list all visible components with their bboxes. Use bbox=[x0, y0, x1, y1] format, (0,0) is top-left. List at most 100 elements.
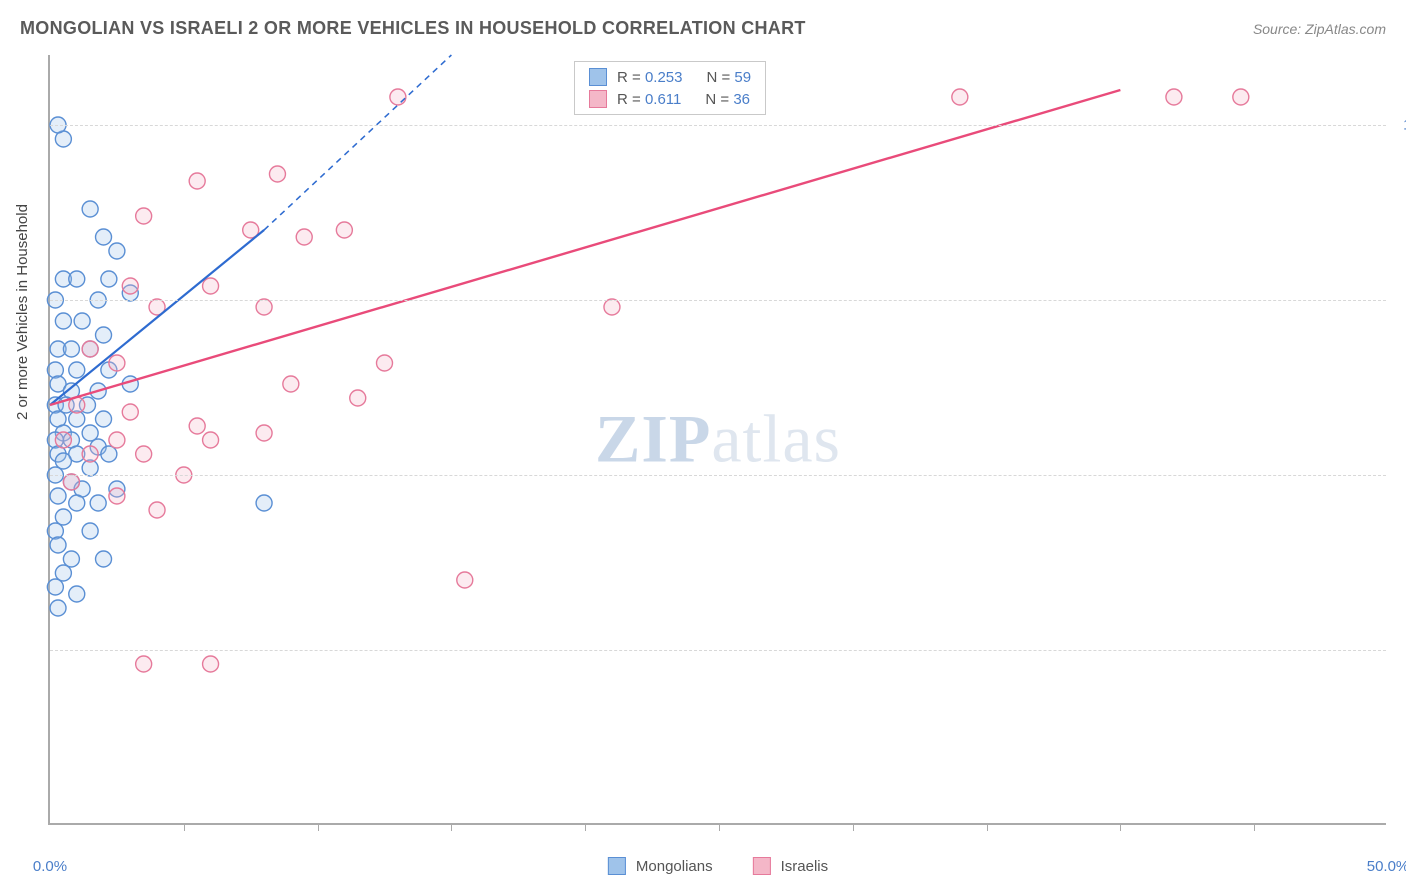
data-point bbox=[136, 208, 152, 224]
data-point bbox=[336, 222, 352, 238]
series-legend-label: Israelis bbox=[781, 858, 829, 875]
legend-swatch bbox=[589, 90, 607, 108]
data-point bbox=[55, 432, 71, 448]
data-point bbox=[109, 432, 125, 448]
correlation-legend: R = 0.253 N = 59 R = 0.611 N = 36 bbox=[574, 61, 766, 115]
data-point bbox=[96, 229, 112, 245]
data-point bbox=[109, 488, 125, 504]
data-point bbox=[82, 341, 98, 357]
data-point bbox=[55, 509, 71, 525]
data-point bbox=[296, 229, 312, 245]
data-point bbox=[47, 523, 63, 539]
ytick-label: 100.0% bbox=[1394, 117, 1406, 134]
xtick bbox=[987, 823, 988, 831]
legend-swatch bbox=[608, 857, 626, 875]
data-point bbox=[50, 600, 66, 616]
data-point bbox=[101, 446, 117, 462]
data-point bbox=[136, 656, 152, 672]
legend-r: R = 0.253 bbox=[617, 69, 682, 86]
data-point bbox=[96, 551, 112, 567]
data-point bbox=[50, 537, 66, 553]
data-point bbox=[82, 425, 98, 441]
data-point bbox=[149, 502, 165, 518]
data-point bbox=[203, 656, 219, 672]
data-point bbox=[109, 243, 125, 259]
xtick bbox=[451, 823, 452, 831]
data-point bbox=[604, 299, 620, 315]
legend-n: N = 36 bbox=[705, 91, 750, 108]
data-point bbox=[109, 355, 125, 371]
data-point bbox=[1166, 89, 1182, 105]
series-legend-item: Mongolians bbox=[608, 857, 713, 875]
data-point bbox=[90, 495, 106, 511]
data-point bbox=[47, 579, 63, 595]
series-legend-label: Mongolians bbox=[636, 858, 713, 875]
legend-row: R = 0.253 N = 59 bbox=[589, 66, 751, 88]
ytick-label: 75.0% bbox=[1394, 292, 1406, 309]
data-point bbox=[74, 313, 90, 329]
xtick bbox=[853, 823, 854, 831]
data-point bbox=[122, 404, 138, 420]
data-point bbox=[136, 446, 152, 462]
xtick bbox=[1254, 823, 1255, 831]
data-point bbox=[1233, 89, 1249, 105]
data-point bbox=[350, 390, 366, 406]
data-point bbox=[96, 327, 112, 343]
ytick-label: 25.0% bbox=[1394, 642, 1406, 659]
ytick-label: 50.0% bbox=[1394, 467, 1406, 484]
legend-n: N = 59 bbox=[706, 69, 751, 86]
gridline-h bbox=[50, 475, 1386, 476]
xtick bbox=[585, 823, 586, 831]
data-point bbox=[256, 299, 272, 315]
data-point bbox=[269, 166, 285, 182]
data-point bbox=[63, 551, 79, 567]
data-point bbox=[189, 173, 205, 189]
xtick-label: 50.0% bbox=[1367, 858, 1406, 875]
data-point bbox=[63, 474, 79, 490]
data-point bbox=[390, 89, 406, 105]
xtick bbox=[318, 823, 319, 831]
legend-swatch bbox=[589, 68, 607, 86]
data-point bbox=[203, 432, 219, 448]
data-point bbox=[96, 411, 112, 427]
data-point bbox=[55, 313, 71, 329]
data-point bbox=[50, 488, 66, 504]
data-point bbox=[69, 586, 85, 602]
plot-area: ZIPatlas R = 0.253N = 59R = 0.611N = 36 … bbox=[48, 55, 1386, 825]
data-point bbox=[952, 89, 968, 105]
trend-line bbox=[50, 90, 1120, 405]
gridline-h bbox=[50, 300, 1386, 301]
xtick bbox=[719, 823, 720, 831]
gridline-h bbox=[50, 650, 1386, 651]
data-point bbox=[256, 495, 272, 511]
data-point bbox=[189, 418, 205, 434]
data-point bbox=[82, 201, 98, 217]
data-point bbox=[69, 362, 85, 378]
data-point bbox=[47, 362, 63, 378]
data-point bbox=[101, 271, 117, 287]
data-point bbox=[377, 355, 393, 371]
legend-r: R = 0.611 bbox=[617, 91, 681, 108]
chart-header: MONGOLIAN VS ISRAELI 2 OR MORE VEHICLES … bbox=[20, 18, 1386, 39]
series-legend: Mongolians Israelis bbox=[608, 857, 828, 875]
chart-title: MONGOLIAN VS ISRAELI 2 OR MORE VEHICLES … bbox=[20, 18, 806, 39]
data-point bbox=[82, 446, 98, 462]
data-point bbox=[256, 425, 272, 441]
chart-svg bbox=[50, 55, 1386, 823]
legend-row: R = 0.611 N = 36 bbox=[589, 88, 751, 110]
data-point bbox=[69, 495, 85, 511]
data-point bbox=[457, 572, 473, 588]
legend-swatch bbox=[753, 857, 771, 875]
xtick bbox=[1120, 823, 1121, 831]
series-legend-item: Israelis bbox=[753, 857, 829, 875]
trend-line-extrapolated bbox=[264, 55, 451, 230]
xtick bbox=[184, 823, 185, 831]
data-point bbox=[55, 565, 71, 581]
data-point bbox=[69, 271, 85, 287]
data-point bbox=[283, 376, 299, 392]
y-axis-label: 2 or more Vehicles in Household bbox=[14, 204, 31, 420]
xtick-label: 0.0% bbox=[33, 858, 67, 875]
chart-source: Source: ZipAtlas.com bbox=[1253, 21, 1386, 37]
data-point bbox=[55, 453, 71, 469]
data-point bbox=[82, 523, 98, 539]
